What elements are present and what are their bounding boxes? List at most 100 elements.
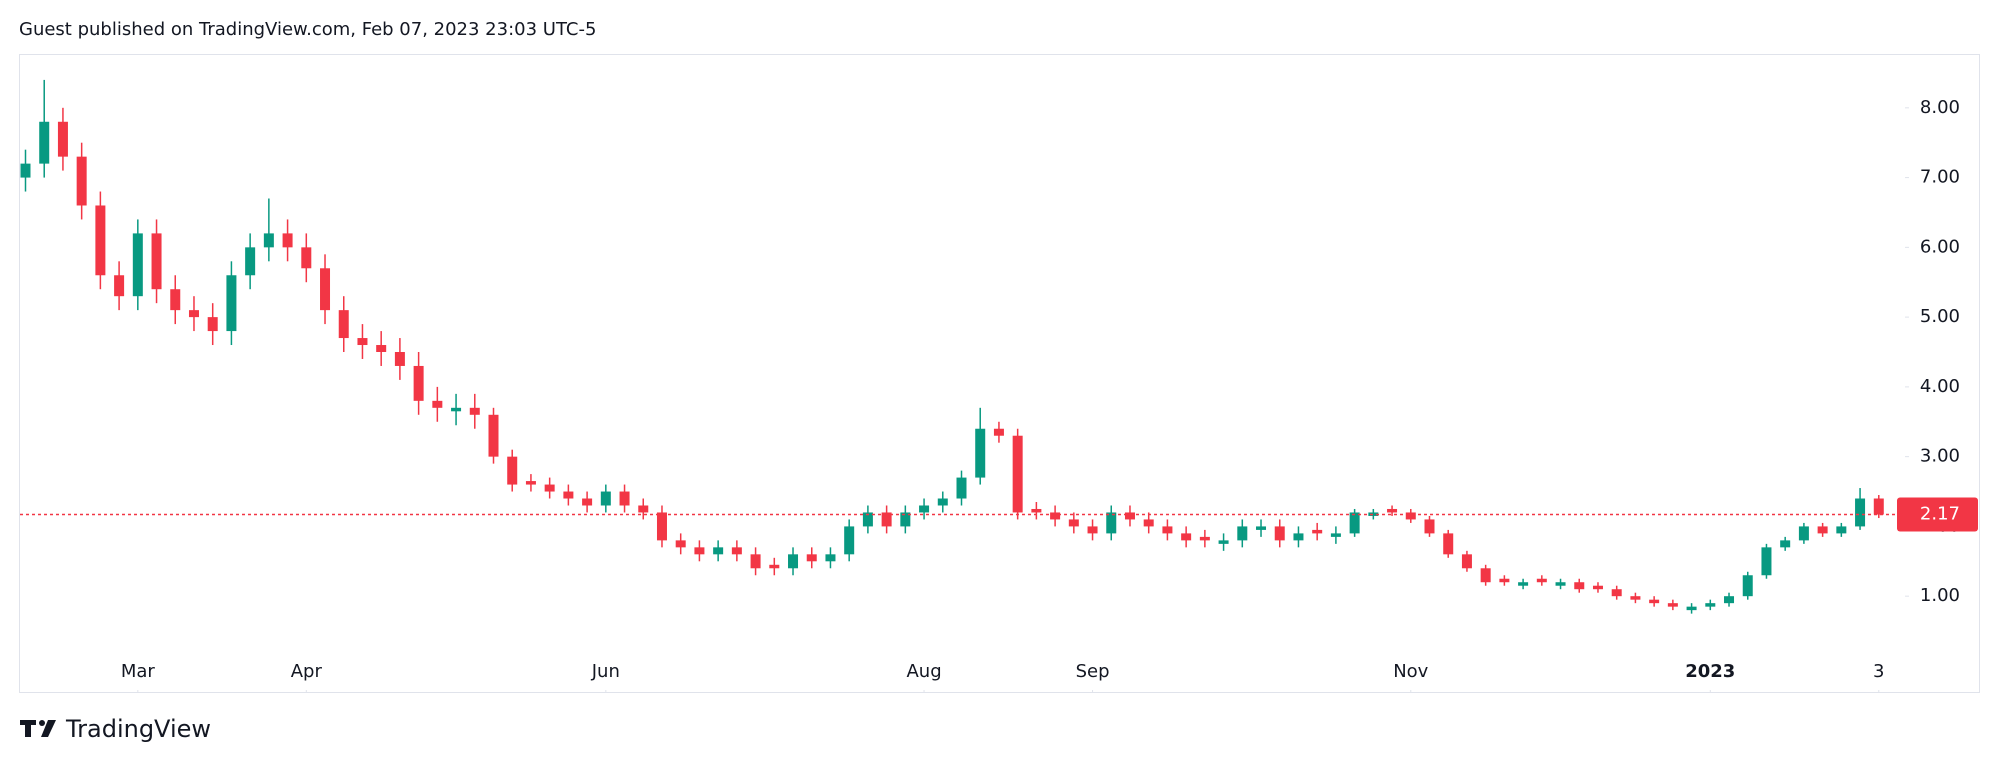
candle	[376, 331, 387, 366]
candle	[1873, 495, 1884, 519]
candle	[1368, 508, 1379, 520]
candle	[1443, 529, 1454, 558]
candle	[1031, 502, 1042, 520]
candle	[320, 254, 331, 325]
candle-body	[993, 428, 1004, 436]
candle	[1461, 550, 1472, 572]
y-tick-label: 6.00	[1920, 236, 1960, 257]
candle-body	[956, 477, 967, 499]
candle-body	[1480, 568, 1491, 583]
candle	[1686, 603, 1697, 614]
candle-body	[919, 505, 930, 513]
candle-body	[1836, 526, 1847, 534]
y-tick-label: 1.00	[1920, 585, 1960, 606]
candle	[20, 149, 31, 192]
candle	[263, 198, 274, 262]
y-tick-label: 7.00	[1920, 167, 1960, 188]
candle-body	[226, 275, 237, 332]
candle-body	[1199, 536, 1210, 541]
candle-body	[132, 233, 143, 297]
candle-body	[1630, 596, 1641, 600]
candle-body	[975, 428, 986, 478]
candle	[188, 296, 199, 332]
candle-body	[862, 512, 873, 527]
chart-frame	[19, 54, 1980, 693]
candle-body	[731, 547, 742, 555]
candle-body	[1574, 582, 1585, 590]
candle-body	[881, 512, 892, 527]
candle-body	[394, 352, 405, 366]
candle	[600, 484, 611, 513]
candle-body	[769, 564, 780, 569]
candle-body	[57, 121, 68, 157]
candle	[862, 505, 873, 534]
candle	[806, 547, 817, 569]
candle-body	[619, 491, 630, 506]
candle	[844, 519, 855, 562]
y-tick-label: 3.00	[1920, 446, 1960, 467]
candle	[1124, 505, 1135, 527]
candle-body	[469, 407, 480, 415]
candle-body	[1106, 512, 1117, 534]
candle	[488, 407, 499, 464]
candle-body	[544, 484, 555, 492]
candle-body	[600, 491, 611, 506]
candle-body	[1611, 589, 1622, 597]
candle	[151, 219, 162, 304]
candle-body	[825, 554, 836, 562]
candle-body	[1162, 526, 1173, 534]
candle	[338, 296, 349, 352]
candle-body	[1499, 578, 1510, 583]
candle-body	[507, 456, 518, 485]
candle-body	[1667, 603, 1678, 607]
candle	[1555, 578, 1566, 590]
candle-body	[376, 345, 387, 352]
candle-body	[151, 233, 162, 290]
candle	[825, 547, 836, 569]
x-tick-label: Jun	[591, 661, 620, 682]
candle	[694, 540, 705, 562]
candle-body	[282, 233, 293, 248]
candle-body	[188, 310, 199, 318]
candle-body	[488, 414, 499, 457]
candle-body	[1050, 512, 1061, 520]
candle	[1705, 599, 1716, 611]
candle-body	[320, 268, 331, 311]
candle-body	[1705, 603, 1716, 607]
candle-body	[1724, 596, 1735, 604]
candle-body	[301, 247, 312, 269]
x-tick-label: Mar	[121, 661, 156, 682]
candle-body	[638, 505, 649, 513]
candle	[1274, 519, 1285, 548]
candle	[1667, 599, 1678, 611]
candle-body	[207, 317, 218, 332]
candle	[731, 540, 742, 562]
candle	[675, 533, 686, 555]
candle	[956, 470, 967, 506]
candle	[301, 233, 312, 283]
last-price-badge	[1897, 497, 1978, 532]
y-tick-label: 5.00	[1920, 306, 1960, 327]
candle-body	[39, 121, 50, 164]
candle	[76, 142, 87, 220]
candle-body	[675, 540, 686, 548]
candle-body	[694, 547, 705, 555]
candle-body	[1368, 512, 1379, 516]
candle	[1855, 488, 1866, 530]
candle-body	[1012, 435, 1023, 513]
candle	[1798, 522, 1809, 544]
candle	[95, 191, 106, 290]
candle-body	[1592, 585, 1603, 590]
last-price-label: 2.17	[1920, 504, 1960, 525]
candle	[1424, 515, 1435, 537]
candle	[1780, 536, 1791, 551]
x-tick-label: Sep	[1076, 661, 1110, 682]
candle	[769, 557, 780, 576]
candle	[937, 491, 948, 513]
candle-body	[844, 526, 855, 555]
candle-body	[20, 163, 31, 178]
candle-body	[114, 275, 125, 297]
candle-body	[1330, 533, 1341, 537]
candle-body	[750, 554, 761, 569]
candle-body	[1237, 526, 1248, 541]
